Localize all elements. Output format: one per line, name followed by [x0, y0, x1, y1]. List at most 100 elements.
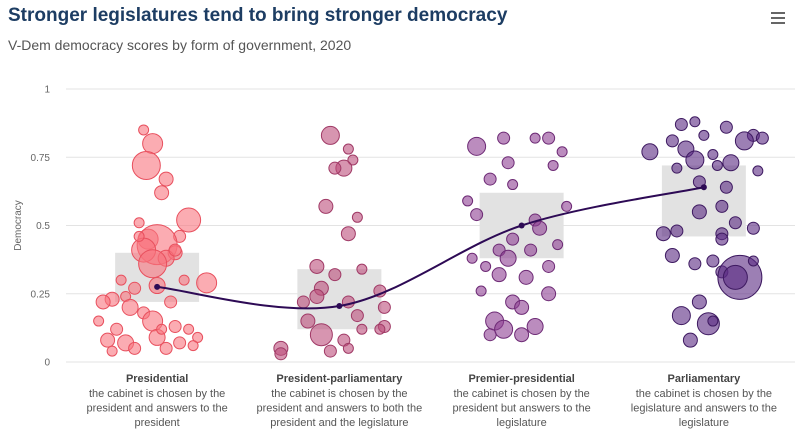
data-point: [121, 298, 139, 316]
data-point: [192, 331, 204, 343]
data-point: [173, 336, 187, 350]
data-point: [374, 323, 386, 335]
data-point: [698, 129, 710, 141]
data-point: [470, 208, 484, 222]
data-point: [131, 150, 161, 180]
data-point: [309, 288, 325, 304]
data-point: [351, 211, 363, 223]
data-point: [532, 220, 548, 236]
data-point: [342, 342, 354, 354]
data-point: [138, 249, 168, 279]
data-point: [475, 285, 487, 297]
category-description: the cabinet is chosen by the: [271, 388, 407, 400]
data-point: [526, 318, 544, 336]
category-description: legislature: [679, 417, 729, 429]
data-point: [552, 239, 564, 251]
category-description: legislature and answers to the: [631, 403, 777, 415]
data-point: [556, 146, 568, 158]
data-point: [342, 143, 354, 155]
data-point: [547, 159, 559, 171]
data-point: [506, 232, 520, 246]
data-point: [318, 198, 334, 214]
category-description: president: [134, 417, 179, 429]
data-point: [133, 217, 145, 229]
data-point: [138, 124, 150, 136]
data-point: [671, 162, 683, 174]
data-point: [715, 199, 729, 213]
data-point: [350, 309, 364, 323]
menu-line: [771, 22, 785, 24]
data-point: [483, 172, 497, 186]
data-point: [133, 230, 145, 242]
data-point: [670, 224, 684, 238]
data-point: [491, 267, 507, 283]
data-point: [707, 149, 719, 161]
data-point: [715, 232, 729, 246]
data-point: [356, 323, 368, 335]
category-name: Premier-presidential: [468, 373, 574, 385]
data-point: [483, 328, 497, 342]
data-point: [128, 341, 142, 355]
data-point: [300, 313, 316, 329]
category-description: the cabinet is chosen by the: [636, 388, 772, 400]
data-point: [711, 159, 723, 171]
data-point: [499, 249, 517, 267]
data-point: [196, 272, 218, 294]
category-name: President-parliamentary: [276, 373, 403, 385]
data-point: [728, 216, 742, 230]
data-point: [524, 243, 538, 257]
y-tick-label: 1: [44, 85, 50, 96]
hamburger-menu-icon[interactable]: [771, 12, 785, 26]
data-point: [328, 161, 342, 175]
data-point: [514, 299, 530, 315]
data-point: [685, 150, 705, 170]
data-point: [529, 132, 541, 144]
data-point: [340, 226, 356, 242]
data-point: [688, 257, 702, 271]
data-point: [747, 255, 759, 267]
y-axis-title: Democracy: [13, 200, 24, 251]
data-point: [274, 347, 288, 361]
median-marker: [700, 184, 707, 191]
data-point: [664, 248, 680, 264]
data-point: [168, 243, 182, 257]
data-point: [542, 259, 556, 273]
category-description: the cabinet is chosen by the: [89, 388, 225, 400]
data-point: [110, 322, 124, 336]
y-tick-label: 0.5: [36, 221, 50, 232]
data-point: [734, 131, 754, 151]
data-point: [722, 154, 740, 172]
data-point: [356, 263, 368, 275]
data-point: [655, 226, 671, 242]
y-tick-label: 0: [44, 358, 50, 369]
data-point: [682, 332, 698, 348]
data-point: [691, 204, 707, 220]
category-name: Presidential: [126, 373, 188, 385]
data-point: [187, 340, 199, 352]
data-point: [176, 207, 202, 233]
data-point: [674, 117, 688, 131]
data-point: [158, 171, 174, 187]
data-point: [665, 134, 679, 148]
data-point: [561, 200, 573, 212]
data-point: [480, 260, 492, 272]
data-point: [142, 133, 164, 155]
category-description: legislature: [497, 417, 547, 429]
data-point: [507, 179, 519, 191]
data-point: [159, 341, 173, 355]
data-point: [328, 268, 342, 282]
data-point: [719, 180, 733, 194]
data-point: [106, 345, 118, 357]
chart-title: Stronger legislatures tend to bring stro…: [8, 5, 508, 26]
data-point: [641, 143, 659, 161]
data-point: [689, 116, 701, 128]
data-point: [691, 294, 707, 310]
y-tick-label: 0.25: [31, 289, 51, 300]
category-description: the cabinet is chosen by the: [453, 388, 589, 400]
data-point: [154, 185, 170, 201]
data-point: [164, 295, 178, 309]
median-marker: [518, 222, 525, 229]
data-point: [168, 320, 182, 334]
data-point: [541, 286, 557, 302]
